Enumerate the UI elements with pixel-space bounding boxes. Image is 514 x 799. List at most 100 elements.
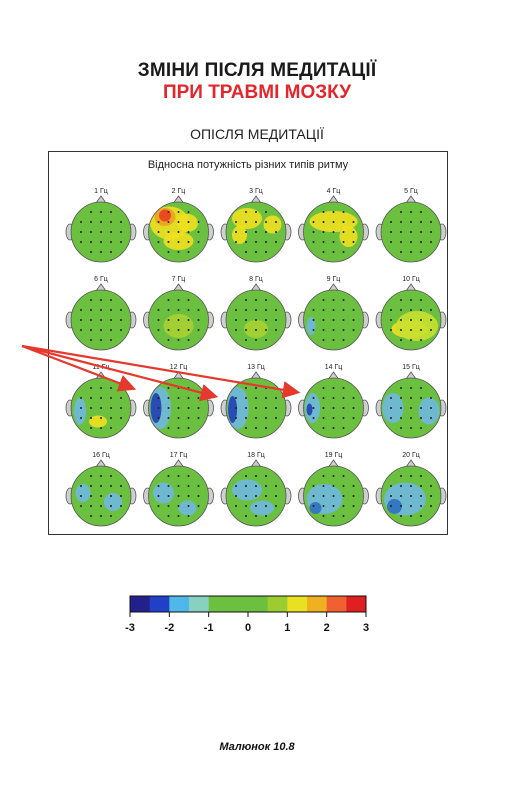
frequency-label: 14 Гц (325, 364, 343, 371)
electrode-dot (332, 221, 335, 223)
electrode-dot (322, 211, 325, 213)
electrode-dot (312, 505, 315, 507)
electrode-dot (275, 319, 277, 321)
electrode-dot (177, 495, 180, 497)
electrode-dot (332, 241, 335, 243)
electrode-dot (420, 387, 422, 389)
electrode-dot (157, 329, 160, 331)
electrode-dot (167, 495, 170, 497)
topomap-head: 16 Гц (65, 452, 137, 527)
electrode-dot (430, 329, 432, 331)
electrode-dot (420, 417, 422, 419)
color-scale-segment (208, 596, 229, 612)
electrode-dot (167, 211, 170, 213)
electrode-dot (245, 309, 247, 311)
electrode-dot (187, 329, 190, 331)
electrode-dot (245, 417, 247, 419)
electrode-dot (352, 221, 355, 223)
frequency-label: 9 Гц (327, 276, 341, 283)
electrode-dot (245, 241, 247, 243)
electrode-dot (100, 319, 102, 321)
electrode-dot (110, 495, 112, 497)
electrode-dot (90, 231, 92, 233)
electrode-dot (390, 231, 392, 233)
electrode-dot (420, 485, 422, 487)
electrode-dot (167, 339, 170, 341)
page-subtitle: ПРИ ТРАВМІ МОЗКУ (162, 82, 352, 103)
electrode-dot (420, 515, 422, 517)
color-scale-segment (130, 596, 151, 612)
electrode-dot (275, 397, 277, 399)
electrode-dot (265, 427, 267, 429)
color-scale-tick-label: -3 (125, 622, 135, 634)
electrode-dot (167, 485, 170, 487)
electrode-dot (275, 221, 277, 223)
electrode-dot (120, 309, 122, 311)
electrode-dot (255, 505, 257, 507)
electrode-dot (100, 339, 102, 341)
electrode-dot (265, 231, 267, 233)
electrode-dot (100, 485, 102, 487)
activity-region (232, 226, 247, 244)
electrode-dot (235, 495, 237, 497)
electrode-dot (245, 515, 247, 517)
electrode-dot (400, 299, 402, 301)
activity-region (232, 208, 262, 229)
electrode-dot (400, 211, 402, 213)
electrode-dot (187, 299, 190, 301)
electrode-dot (157, 505, 160, 507)
electrode-dot (312, 485, 315, 487)
electrode-dot (245, 387, 247, 389)
section-label: ОПІСЛЯ МЕДИТАЦІЇ (190, 126, 324, 142)
electrode-dot (110, 211, 112, 213)
electrode-dot (90, 299, 92, 301)
electrode-dot (275, 241, 277, 243)
activity-region (89, 415, 107, 428)
electrode-dot (400, 505, 402, 507)
electrode-dot (255, 397, 257, 399)
electrode-dot (197, 329, 200, 331)
electrode-dot (430, 241, 432, 243)
electrode-dot (332, 427, 335, 429)
electrode-dot (120, 319, 122, 321)
electrode-dot (342, 387, 345, 389)
activity-region (396, 311, 438, 341)
electrode-dot (167, 407, 170, 409)
electrode-dot (110, 505, 112, 507)
color-scale-tick-label: 2 (323, 622, 330, 634)
electrode-dot (265, 417, 267, 419)
electrode-dot (332, 251, 335, 253)
electrode-dot (265, 407, 267, 409)
electrode-dot (197, 407, 200, 409)
electrode-dot (120, 397, 122, 399)
electrode-dot (197, 485, 200, 487)
electrode-dot (100, 211, 102, 213)
electrode-dot (197, 319, 200, 321)
color-scale-segment (346, 596, 367, 612)
activity-region (339, 226, 358, 247)
electrode-dot (322, 231, 325, 233)
electrode-dot (245, 475, 247, 477)
electrode-dot (110, 251, 112, 253)
electrode-dot (167, 505, 170, 507)
color-scale-segment (287, 596, 308, 612)
electrode-dot (430, 319, 432, 321)
electrode-dot (322, 515, 325, 517)
electrode-dot (342, 505, 345, 507)
electrode-dot (255, 339, 257, 341)
activity-region (75, 484, 91, 502)
electrode-dot (120, 329, 122, 331)
electrode-dot (420, 339, 422, 341)
electrode-dot (390, 397, 392, 399)
electrode-dot (177, 417, 180, 419)
electrode-dot (120, 485, 122, 487)
electrode-dot (245, 299, 247, 301)
electrode-dot (90, 427, 92, 429)
electrode-dot (110, 475, 112, 477)
electrode-dot (100, 387, 102, 389)
topomap-head: 9 Гц (298, 276, 369, 351)
electrode-dot (322, 397, 325, 399)
electrode-dot (235, 397, 237, 399)
topomap-head: 1 Гц (65, 188, 137, 263)
electrode-dot (400, 309, 402, 311)
